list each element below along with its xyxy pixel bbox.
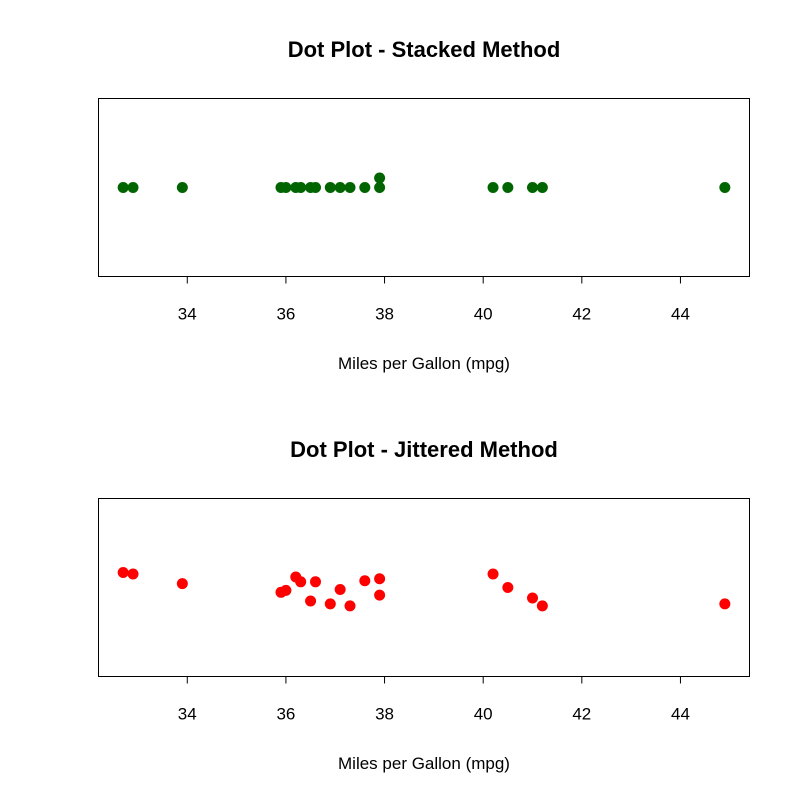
data-point	[334, 583, 346, 595]
data-point	[374, 182, 386, 193]
x-axis-label: Miles per Gallon (mpg)	[338, 354, 510, 373]
data-point	[176, 182, 188, 193]
data-point	[344, 182, 356, 193]
data-point	[359, 575, 371, 587]
data-point	[374, 573, 386, 585]
data-point	[374, 589, 386, 601]
x-tick-label: 44	[671, 705, 690, 724]
stacked-dot-plot: Dot Plot - Stacked Method 34 36 38 40 42 44 M…	[98, 37, 750, 373]
jittered-dot-plot: Dot Plot - Jittered Method 34 36 38 40 42 44 …	[98, 437, 750, 773]
data-point	[719, 182, 731, 193]
data-point	[536, 600, 548, 612]
data-point	[324, 598, 336, 610]
chart-title: Dot Plot - Stacked Method	[288, 37, 561, 62]
data-point	[487, 182, 499, 193]
data-point	[334, 182, 346, 193]
x-tick-label: 40	[474, 705, 493, 724]
data-point	[127, 182, 139, 193]
x-tick-label: 44	[671, 305, 690, 324]
data-point	[280, 182, 292, 193]
x-tick-label: 38	[375, 305, 394, 324]
x-axis: 34 36 38 40 42 44	[178, 676, 690, 724]
x-axis-label: Miles per Gallon (mpg)	[338, 754, 510, 773]
data-point	[487, 568, 499, 580]
data-point	[527, 182, 538, 193]
data-point	[127, 568, 139, 580]
x-axis: 34 36 38 40 42 44	[178, 276, 690, 324]
data-point	[310, 182, 321, 193]
chart-title: Dot Plot - Jittered Method	[290, 437, 558, 462]
data-point	[359, 182, 371, 193]
data-point	[719, 598, 731, 610]
x-tick-label: 40	[474, 305, 493, 324]
data-point	[536, 182, 548, 193]
data-point	[117, 567, 129, 579]
x-tick-label: 42	[572, 305, 591, 324]
data-point	[527, 592, 538, 604]
x-tick-label: 38	[375, 705, 394, 724]
data-point	[176, 578, 188, 590]
x-tick-label: 36	[276, 705, 295, 724]
data-point	[117, 182, 129, 193]
data-point	[502, 582, 514, 593]
data-point	[305, 595, 317, 607]
data-point	[295, 576, 307, 588]
data-point	[374, 172, 386, 184]
x-tick-label: 34	[178, 705, 197, 724]
data-point	[502, 182, 514, 193]
data-point	[324, 182, 336, 193]
x-tick-label: 36	[276, 305, 295, 324]
points	[117, 172, 731, 193]
data-point	[280, 584, 292, 596]
x-tick-label: 34	[178, 305, 197, 324]
points	[117, 567, 731, 612]
x-tick-label: 42	[572, 705, 591, 724]
data-point	[295, 182, 307, 193]
data-point	[310, 576, 321, 588]
data-point	[344, 600, 356, 612]
